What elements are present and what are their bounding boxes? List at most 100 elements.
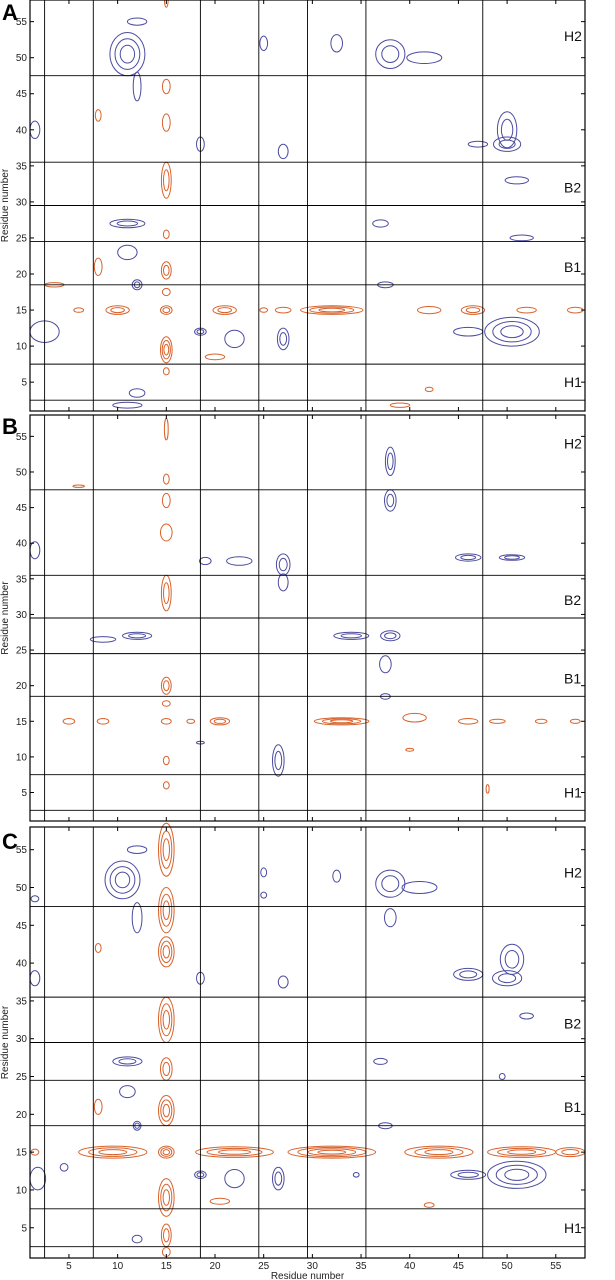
contour-blue [381, 875, 400, 893]
segment-label: B2 [564, 179, 581, 195]
contour-orange [209, 1197, 231, 1205]
segment-label: B2 [564, 1016, 581, 1032]
contour-blue [199, 556, 212, 566]
contour-blue [450, 1169, 487, 1180]
y-tick-label: 40 [16, 539, 28, 550]
contour-orange [160, 718, 172, 725]
contour-blue [224, 329, 245, 349]
contour-blue [372, 219, 389, 228]
x-tick-label: 35 [355, 1261, 367, 1272]
panel-letter: B [2, 414, 18, 439]
contour-blue [30, 895, 40, 903]
y-tick-label: 15 [16, 1148, 28, 1159]
contour-orange [160, 676, 172, 695]
contour-orange [158, 1178, 175, 1217]
contour-orange [414, 1147, 464, 1157]
contour-orange [160, 336, 173, 364]
contour-orange [160, 1147, 173, 1157]
contour-blue [117, 244, 138, 261]
y-tick-label: 10 [16, 752, 28, 763]
y-tick-label: 5 [21, 1223, 27, 1234]
x-tick-label: 20 [209, 1261, 221, 1272]
contour-orange [424, 386, 434, 393]
contour-blue [131, 902, 143, 934]
contour-orange [94, 943, 102, 953]
plot-frame [29, 826, 586, 1259]
contour-orange [162, 781, 170, 790]
contour-orange [162, 1149, 171, 1156]
contour-blue [128, 388, 146, 398]
contour-blue [132, 71, 142, 102]
contour-blue [260, 891, 268, 899]
contour-blue [119, 1085, 136, 1099]
contour-blue [384, 908, 397, 928]
contour-blue [276, 327, 290, 351]
contour-orange [163, 680, 170, 692]
contour-orange [300, 305, 364, 315]
contour-orange [161, 287, 171, 297]
contour-blue [495, 1164, 538, 1185]
contour-orange [389, 402, 411, 408]
x-tick-label: 15 [161, 1261, 173, 1272]
contour-orange [161, 340, 171, 360]
contour-orange [163, 0, 169, 8]
segment-label: B1 [564, 1099, 581, 1115]
contour-blue [277, 573, 289, 592]
contour-blue [128, 633, 147, 639]
contour-orange [561, 1149, 580, 1156]
contour-blue [519, 1012, 534, 1020]
contour-orange [161, 700, 171, 707]
y-tick-label: 5 [21, 788, 27, 799]
contour-orange [158, 1145, 175, 1159]
contour-blue [126, 845, 148, 855]
contour-blue [340, 633, 362, 639]
contour-blue [459, 970, 478, 979]
contour-orange [160, 1183, 173, 1212]
contour-blue [274, 1171, 283, 1186]
contour-orange [321, 718, 362, 725]
y-tick-label: 40 [16, 959, 28, 970]
contour-orange [162, 1103, 171, 1118]
y-tick-label: 15 [16, 717, 28, 728]
plot-frame [29, 0, 586, 412]
contour-blue [498, 139, 516, 149]
contour-orange [163, 169, 170, 192]
y-tick-label: 15 [16, 306, 28, 317]
y-tick-label: 50 [16, 883, 28, 894]
y-tick-label: 50 [16, 467, 28, 478]
contour-blue [277, 975, 289, 989]
contour-blue [59, 1163, 69, 1172]
contour-orange [96, 718, 110, 725]
contour-orange [163, 264, 170, 276]
contour-orange [516, 306, 537, 314]
contour-orange [212, 305, 237, 315]
x-tick-label: 10 [112, 1261, 124, 1272]
contour-orange [163, 582, 170, 604]
y-tick-label: 20 [16, 270, 28, 281]
contour-orange [162, 1061, 171, 1077]
y-tick-label: 25 [16, 1072, 28, 1083]
contour-orange [98, 1149, 128, 1156]
contour-orange [160, 305, 173, 315]
contour-orange [405, 747, 415, 752]
contour-blue [492, 970, 523, 987]
contour-blue [224, 1169, 245, 1189]
contour-orange [287, 1145, 377, 1159]
y-tick-label: 55 [16, 17, 28, 28]
contour-orange [158, 822, 175, 877]
contour-orange [217, 307, 232, 314]
contour-blue [384, 632, 397, 640]
contour-orange [186, 718, 196, 724]
contour-orange [423, 1202, 435, 1208]
contour-orange [404, 1145, 474, 1159]
contour-orange [206, 1147, 263, 1157]
y-tick-label: 40 [16, 125, 28, 136]
contour-blue [457, 1171, 479, 1178]
contour-blue [498, 554, 526, 561]
contour-orange [78, 1145, 148, 1159]
contour-blue [272, 744, 285, 777]
contour-orange [569, 718, 581, 724]
contour-orange [160, 261, 172, 280]
contour-blue [260, 867, 268, 878]
